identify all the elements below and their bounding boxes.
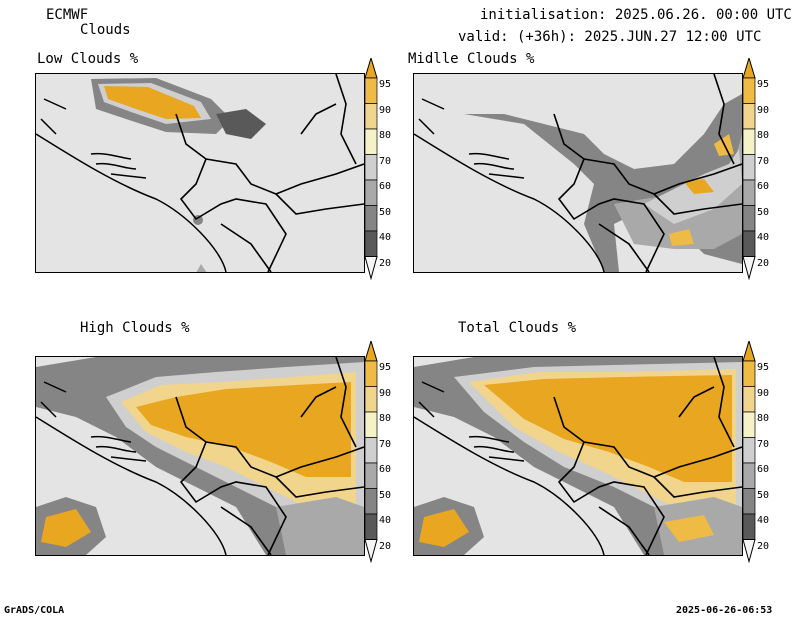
low-clouds-field — [36, 74, 364, 272]
colorbar-segment — [364, 513, 378, 540]
software-credit: GrADS/COLA — [4, 605, 65, 616]
colorbar-label: 60 — [379, 464, 392, 475]
colorbar-label: 80 — [757, 413, 770, 424]
colorbar-label: 90 — [379, 387, 392, 399]
colorbar-bottom-arrow — [742, 256, 756, 281]
colorbar-label: 90 — [379, 104, 392, 116]
total-clouds-field — [414, 357, 742, 555]
map-high-clouds — [35, 356, 365, 556]
colorbar-label: 90 — [757, 104, 770, 116]
colorbar-label: 70 — [757, 155, 770, 167]
colorbar-segment — [742, 179, 756, 206]
colorbar-top-arrow — [742, 341, 756, 362]
colorbar-segment — [742, 103, 756, 130]
colorbar-label: 95 — [757, 79, 770, 90]
colorbar-label: 20 — [757, 540, 770, 552]
colorbar-label: 60 — [379, 181, 392, 192]
colorbar-label: 40 — [757, 232, 770, 243]
map-total-clouds — [413, 356, 743, 556]
colorbar-2 — [364, 341, 378, 564]
colorbar-segment — [364, 411, 378, 438]
colorbar-top-arrow — [364, 58, 378, 79]
colorbar-label: 60 — [757, 181, 770, 192]
colorbar-segment — [364, 77, 378, 104]
colorbar-bottom-arrow — [742, 539, 756, 564]
colorbar-segment — [364, 179, 378, 206]
colorbar-segment — [742, 462, 756, 489]
colorbar-label: 20 — [757, 257, 770, 269]
colorbar-label: 50 — [379, 206, 392, 218]
high-clouds-field — [36, 357, 364, 555]
colorbar-segment — [364, 230, 378, 257]
colorbar-segment — [364, 488, 378, 515]
colorbar-top-arrow — [364, 341, 378, 362]
colorbar-3 — [742, 341, 756, 564]
colorbar-label: 95 — [757, 362, 770, 373]
colorbar-label: 50 — [757, 489, 770, 501]
model-name: ECMWF — [46, 7, 89, 23]
colorbar-segment — [742, 360, 756, 387]
colorbar-label: 70 — [757, 438, 770, 450]
colorbar-segment — [742, 205, 756, 232]
colorbar-label: 20 — [379, 540, 392, 552]
colorbar-label: 40 — [379, 232, 392, 243]
colorbar-segment — [364, 462, 378, 489]
colorbar-1 — [742, 58, 756, 281]
colorbar-label: 40 — [757, 515, 770, 526]
colorbar-segment — [364, 205, 378, 232]
colorbar-label: 60 — [757, 464, 770, 475]
valid-time: valid: (+36h): 2025.JUN.27 12:00 UTC — [458, 29, 762, 45]
colorbar-segment — [742, 77, 756, 104]
colorbar-label: 20 — [379, 257, 392, 269]
render-timestamp: 2025-06-26-06:53 — [676, 605, 773, 616]
colorbar-label: 90 — [757, 387, 770, 399]
colorbar-label: 95 — [379, 362, 392, 373]
colorbar-bottom-arrow — [364, 256, 378, 281]
init-time: initialisation: 2025.06.26. 00:00 UTC — [480, 7, 792, 23]
colorbar-segment — [364, 360, 378, 387]
colorbar-label: 50 — [379, 489, 392, 501]
colorbar-segment — [364, 128, 378, 155]
colorbar-bottom-arrow — [364, 539, 378, 564]
colorbar-label: 40 — [379, 515, 392, 526]
panel-title-middle: Midlle Clouds % — [408, 51, 535, 67]
colorbar-top-arrow — [742, 58, 756, 79]
colorbar-segment — [742, 154, 756, 181]
colorbar-segment — [742, 411, 756, 438]
panel-title-high: High Clouds % — [80, 320, 190, 336]
colorbar-segment — [742, 437, 756, 464]
panel-title-low: Low Clouds % — [37, 51, 139, 67]
colorbar-segment — [364, 103, 378, 130]
colorbar-segment — [742, 230, 756, 257]
map-middle-clouds — [413, 73, 743, 273]
colorbar-label: 95 — [379, 79, 392, 90]
colorbar-label: 50 — [757, 206, 770, 218]
colorbar-label: 70 — [379, 155, 392, 167]
field-name: Clouds — [80, 22, 131, 38]
colorbar-segment — [742, 488, 756, 515]
colorbar-label: 70 — [379, 438, 392, 450]
colorbar-label: 80 — [757, 130, 770, 141]
middle-clouds-field — [414, 74, 742, 272]
colorbar-segment — [742, 128, 756, 155]
panel-title-total: Total Clouds % — [458, 320, 577, 336]
map-low-clouds — [35, 73, 365, 273]
colorbar-segment — [742, 386, 756, 413]
colorbar-segment — [742, 513, 756, 540]
colorbar-segment — [364, 154, 378, 181]
colorbar-segment — [364, 386, 378, 413]
colorbar-label: 80 — [379, 413, 392, 424]
colorbar-label: 80 — [379, 130, 392, 141]
colorbar-segment — [364, 437, 378, 464]
colorbar-0 — [364, 58, 378, 281]
